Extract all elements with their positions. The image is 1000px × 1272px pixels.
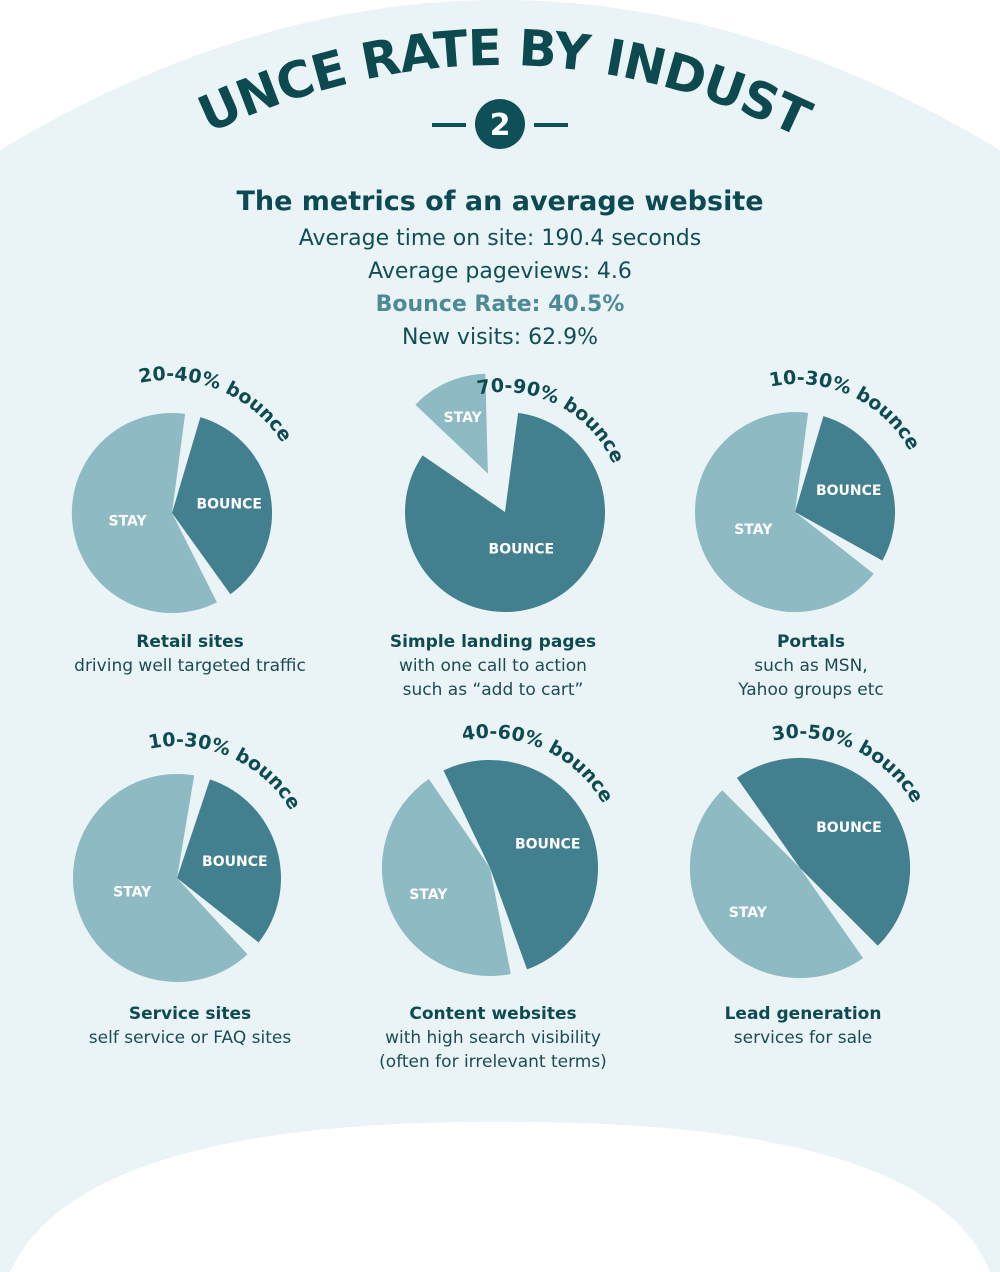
bounce-label: BOUNCE bbox=[489, 542, 555, 558]
chart-caption: Retail sites driving well targeted traffi… bbox=[40, 630, 340, 678]
caption-line: such as MSN, bbox=[754, 656, 868, 676]
chart-caption: Content websites with high search visibil… bbox=[343, 1002, 643, 1074]
caption-line: with high search visibility bbox=[385, 1028, 601, 1048]
average-metrics: The metrics of an average website Averag… bbox=[0, 182, 1000, 354]
stay-label: STAY bbox=[444, 410, 483, 426]
stay-slice bbox=[689, 790, 864, 979]
bounce-slice bbox=[443, 759, 599, 970]
caption-line: Yahoo groups etc bbox=[738, 680, 884, 700]
stay-slice bbox=[694, 412, 874, 613]
bounce-label: BOUNCE bbox=[515, 837, 581, 853]
chart-caption: Simple landing pages with one call to act… bbox=[343, 630, 643, 702]
metric-pageviews: Average pageviews: 4.6 bbox=[368, 259, 632, 284]
stay-slice bbox=[381, 779, 511, 977]
stay-slice bbox=[72, 773, 248, 982]
metric-new-visits: New visits: 62.9% bbox=[401, 325, 599, 350]
caption-title: Content websites bbox=[409, 1004, 577, 1024]
bounce-slice bbox=[795, 416, 896, 561]
bounce-slice bbox=[405, 412, 606, 613]
chart-caption: Lead generation services for sale bbox=[653, 1002, 953, 1050]
stay-label: STAY bbox=[113, 884, 152, 900]
stay-label: STAY bbox=[734, 522, 773, 538]
bounce-slice bbox=[172, 417, 273, 595]
chart-caption: Service sites self service or FAQ sites bbox=[40, 1002, 340, 1050]
caption-line: services for sale bbox=[733, 1028, 873, 1048]
stay-slice bbox=[71, 413, 217, 614]
caption-line: with one call to action bbox=[399, 656, 587, 676]
caption-title: Retail sites bbox=[136, 632, 244, 652]
chart-caption: Portals such as MSN, Yahoo groups etc bbox=[661, 630, 961, 702]
metric-time-on-site: Average time on site: 190.4 seconds bbox=[298, 226, 702, 251]
stay-label: STAY bbox=[109, 514, 148, 530]
stay-label: STAY bbox=[729, 905, 768, 921]
caption-line: self service or FAQ sites bbox=[88, 1028, 292, 1048]
bounce-slice bbox=[736, 757, 911, 946]
bounce-slice bbox=[177, 779, 281, 943]
caption-title: Simple landing pages bbox=[389, 632, 597, 652]
stay-slice bbox=[415, 373, 488, 474]
caption-title: Lead generation bbox=[724, 1004, 882, 1024]
section-badge-number: 2 bbox=[490, 108, 511, 143]
bounce-label: BOUNCE bbox=[816, 820, 882, 836]
bounce-label: BOUNCE bbox=[202, 854, 268, 870]
section-badge bbox=[475, 99, 525, 149]
caption-line: (often for irrelevant terms) bbox=[379, 1052, 607, 1072]
bounce-label: BOUNCE bbox=[196, 496, 262, 512]
metric-bounce-rate: Bounce Rate: 40.5% bbox=[375, 292, 625, 317]
metrics-title: The metrics of an average website bbox=[236, 186, 764, 217]
caption-line: such as “add to cart” bbox=[402, 680, 584, 700]
caption-line: driving well targeted traffic bbox=[74, 656, 306, 676]
caption-title: Service sites bbox=[128, 1004, 252, 1024]
bounce-label: BOUNCE bbox=[816, 483, 882, 499]
caption-title: Portals bbox=[776, 632, 846, 652]
stay-label: STAY bbox=[409, 887, 448, 903]
